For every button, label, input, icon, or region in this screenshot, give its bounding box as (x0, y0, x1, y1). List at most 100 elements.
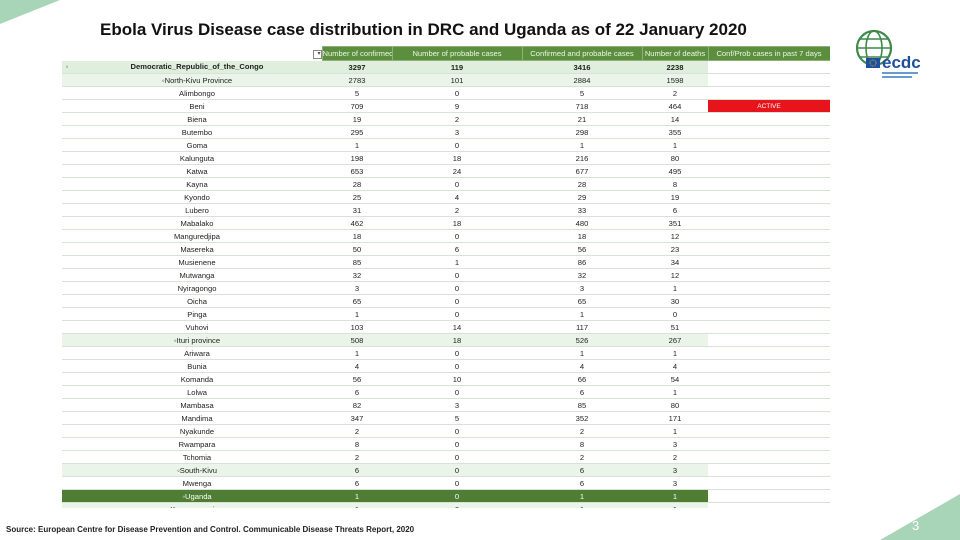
past-7-days-cell (708, 112, 830, 126)
row-area-name: Oicha (72, 294, 322, 308)
filter-icon[interactable]: ▾ (312, 50, 322, 59)
conf-prob-cell: 480 (522, 216, 642, 230)
conf-prob-cell: 1 (522, 502, 642, 508)
row-marker (62, 372, 72, 386)
table-row: Biena 19 2 21 14 (62, 112, 830, 126)
deaths-cell: 3 (642, 476, 708, 490)
deaths-cell: 355 (642, 125, 708, 139)
deaths-cell: 464 (642, 99, 708, 113)
conf-prob-cell: 18 (522, 229, 642, 243)
probable-cell: 0 (392, 463, 522, 477)
probable-cell: 5 (392, 411, 522, 425)
past-7-days-cell (708, 437, 830, 451)
conf-prob-cell: 28 (522, 177, 642, 191)
past-7-days-cell (708, 281, 830, 295)
conf-prob-cell: 6 (522, 385, 642, 399)
past-7-days-cell (708, 138, 830, 152)
conf-prob-cell: 6 (522, 463, 642, 477)
past-7-days-cell (708, 333, 830, 347)
confirmed-cell: 6 (322, 476, 392, 490)
row-marker (62, 502, 72, 508)
table-row: Lolwa 6 0 6 1 (62, 385, 830, 399)
probable-cell: 0 (392, 385, 522, 399)
table-row: Kyondo 25 4 29 19 (62, 190, 830, 204)
row-marker (62, 73, 72, 87)
table-row: Mandima 347 5 352 171 (62, 411, 830, 425)
past-7-days-cell (708, 86, 830, 100)
confirmed-cell: 56 (322, 372, 392, 386)
row-area-name: Butembo (72, 125, 322, 139)
past-7-days-cell (708, 294, 830, 308)
table-row: Ariwara 1 0 1 1 (62, 346, 830, 360)
table-row: Musienene 85 1 86 34 (62, 255, 830, 269)
table-row: Komanda 56 10 66 54 (62, 372, 830, 386)
table-row: ◦ Democratic_Republic_of_the_Congo 3297 119… (62, 60, 830, 74)
confirmed-cell: 6 (322, 463, 392, 477)
probable-cell: 1 (392, 255, 522, 269)
row-area-name: Nyiragongo (72, 281, 322, 295)
row-marker (62, 203, 72, 217)
confirmed-cell: 2 (322, 424, 392, 438)
col-header-confirmed: Number of confirmed cases (321, 46, 393, 61)
table-row: Mutwanga 32 0 32 12 (62, 268, 830, 282)
row-marker (62, 125, 72, 139)
confirmed-cell: 65 (322, 294, 392, 308)
row-area-name: Mandima (72, 411, 322, 425)
conf-prob-cell: 117 (522, 320, 642, 334)
confirmed-cell: 2 (322, 450, 392, 464)
confirmed-cell: 653 (322, 164, 392, 178)
table-row: ◦North-Kivu Province 2783 101 2884 1598 (62, 73, 830, 87)
row-marker (62, 307, 72, 321)
row-marker (62, 190, 72, 204)
row-area-name: ◦Kasese province (72, 502, 322, 508)
table-row: Kayna 28 0 28 8 (62, 177, 830, 191)
probable-cell: 18 (392, 216, 522, 230)
confirmed-cell: 6 (322, 385, 392, 399)
probable-cell: 0 (392, 177, 522, 191)
past-7-days-cell (708, 489, 830, 503)
probable-cell: 10 (392, 372, 522, 386)
row-marker (62, 255, 72, 269)
conf-prob-cell: 298 (522, 125, 642, 139)
conf-prob-cell: 1 (522, 489, 642, 503)
confirmed-cell: 347 (322, 411, 392, 425)
row-marker (62, 151, 72, 165)
row-area-name: Kayna (72, 177, 322, 191)
deaths-cell: 0 (642, 307, 708, 321)
probable-cell: 18 (392, 333, 522, 347)
probable-cell: 0 (392, 86, 522, 100)
confirmed-cell: 4 (322, 359, 392, 373)
table-body: ◦ Democratic_Republic_of_the_Congo 3297 119… (62, 60, 830, 508)
conf-prob-cell: 85 (522, 398, 642, 412)
deaths-cell: 267 (642, 333, 708, 347)
row-area-name: Masereka (72, 242, 322, 256)
row-area-name: Lolwa (72, 385, 322, 399)
probable-cell: 0 (392, 281, 522, 295)
row-area-name: Manguredjipa (72, 229, 322, 243)
table-row: ◦South-Kivu 6 0 6 3 (62, 463, 830, 477)
page-number: 3 (912, 518, 920, 533)
table-row: Alimbongo 5 0 5 2 (62, 86, 830, 100)
conf-prob-cell: 1 (522, 346, 642, 360)
row-area-name: Alimbongo (72, 86, 322, 100)
row-area-name: ◦South-Kivu (72, 463, 322, 477)
past-7-days-cell (708, 398, 830, 412)
row-marker (62, 112, 72, 126)
deaths-cell: 12 (642, 268, 708, 282)
table-row: Masereka 50 6 56 23 (62, 242, 830, 256)
confirmed-cell: 2783 (322, 73, 392, 87)
row-marker (62, 229, 72, 243)
past-7-days-cell (708, 190, 830, 204)
row-area-name: Beni (72, 99, 322, 113)
conf-prob-cell: 1 (522, 307, 642, 321)
past-7-days-cell (708, 203, 830, 217)
past-7-days-cell (708, 424, 830, 438)
deaths-cell: 23 (642, 242, 708, 256)
past-7-days-cell (708, 125, 830, 139)
conf-prob-cell: 86 (522, 255, 642, 269)
row-marker (62, 99, 72, 113)
confirmed-cell: 1 (322, 138, 392, 152)
row-area-name: Democratic_Republic_of_the_Congo (72, 60, 322, 74)
row-area-name: Bunia (72, 359, 322, 373)
deaths-cell: 34 (642, 255, 708, 269)
